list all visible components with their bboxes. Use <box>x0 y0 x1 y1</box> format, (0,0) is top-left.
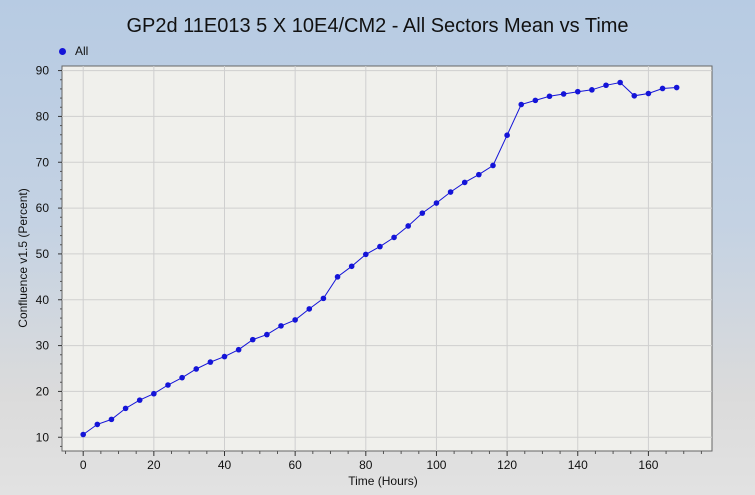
data-point <box>405 223 411 229</box>
data-point <box>207 359 214 365</box>
data-point <box>645 90 652 97</box>
y-axis-ticks: 10 20 30 40 50 60 70 80 90 <box>36 64 62 447</box>
data-point <box>490 162 496 169</box>
data-point <box>334 274 341 280</box>
data-point <box>574 88 581 95</box>
data-point <box>377 243 383 250</box>
y-tick-label: 60 <box>36 201 50 215</box>
y-tick-label: 70 <box>36 155 50 169</box>
series-points-all <box>80 79 680 438</box>
data-point <box>363 251 369 258</box>
data-point <box>603 82 609 89</box>
data-point <box>108 416 115 423</box>
x-tick-label: 100 <box>426 458 446 472</box>
data-point <box>461 179 468 186</box>
y-tick-label: 80 <box>36 109 50 123</box>
legend-label-all: All <box>75 44 89 58</box>
data-point <box>659 85 666 92</box>
data-point <box>518 101 525 108</box>
chart-title: GP2d 11E013 5 X 10E4/CM2 - All Sectors M… <box>126 15 629 37</box>
data-point <box>560 91 567 97</box>
y-axis-title: Confluence v1.5 (Percent) <box>16 188 30 327</box>
data-point <box>433 200 440 206</box>
x-axis-title: Time (Hours) <box>348 474 418 488</box>
y-tick-label: 90 <box>36 64 50 78</box>
data-point <box>151 390 157 397</box>
data-point <box>306 306 313 312</box>
data-point <box>136 397 143 403</box>
data-point <box>504 132 510 139</box>
data-point <box>447 189 454 195</box>
data-point <box>179 374 185 381</box>
data-point <box>391 234 397 241</box>
data-point <box>235 346 242 353</box>
legend: All <box>59 43 88 59</box>
y-tick-label: 10 <box>36 430 50 444</box>
data-point <box>631 92 638 99</box>
y-tick-label: 50 <box>36 247 50 261</box>
data-point <box>589 87 595 93</box>
data-point <box>221 353 228 360</box>
x-tick-label: 80 <box>359 458 373 472</box>
legend-marker-all <box>59 47 66 55</box>
x-tick-label: 140 <box>568 458 588 472</box>
y-tick-label: 20 <box>36 384 50 398</box>
y-tick-label: 30 <box>36 339 50 353</box>
data-point <box>122 405 129 412</box>
data-point <box>94 421 101 428</box>
x-tick-label: 160 <box>638 458 658 472</box>
x-axis-ticks: 0 20 40 60 80 100 120 140 160 <box>65 451 702 472</box>
data-point <box>476 171 482 178</box>
data-point <box>617 79 623 86</box>
x-tick-label: 40 <box>218 458 232 472</box>
data-point <box>320 295 327 302</box>
x-tick-label: 120 <box>497 458 517 472</box>
data-point <box>80 431 86 438</box>
grid-lines <box>62 66 712 451</box>
y-tick-label: 40 <box>36 293 50 307</box>
data-point <box>264 331 270 338</box>
data-point <box>348 263 355 270</box>
data-point <box>278 323 284 329</box>
data-point <box>165 382 171 388</box>
data-point <box>249 336 256 343</box>
data-point <box>193 366 200 372</box>
data-point <box>419 210 426 216</box>
data-point <box>546 93 553 100</box>
data-point <box>292 317 298 323</box>
x-tick-label: 20 <box>147 458 161 472</box>
x-tick-label: 60 <box>288 458 302 472</box>
plot-background <box>61 65 713 452</box>
x-tick-label: 0 <box>80 458 87 472</box>
data-point <box>673 84 680 91</box>
data-point <box>532 97 539 104</box>
